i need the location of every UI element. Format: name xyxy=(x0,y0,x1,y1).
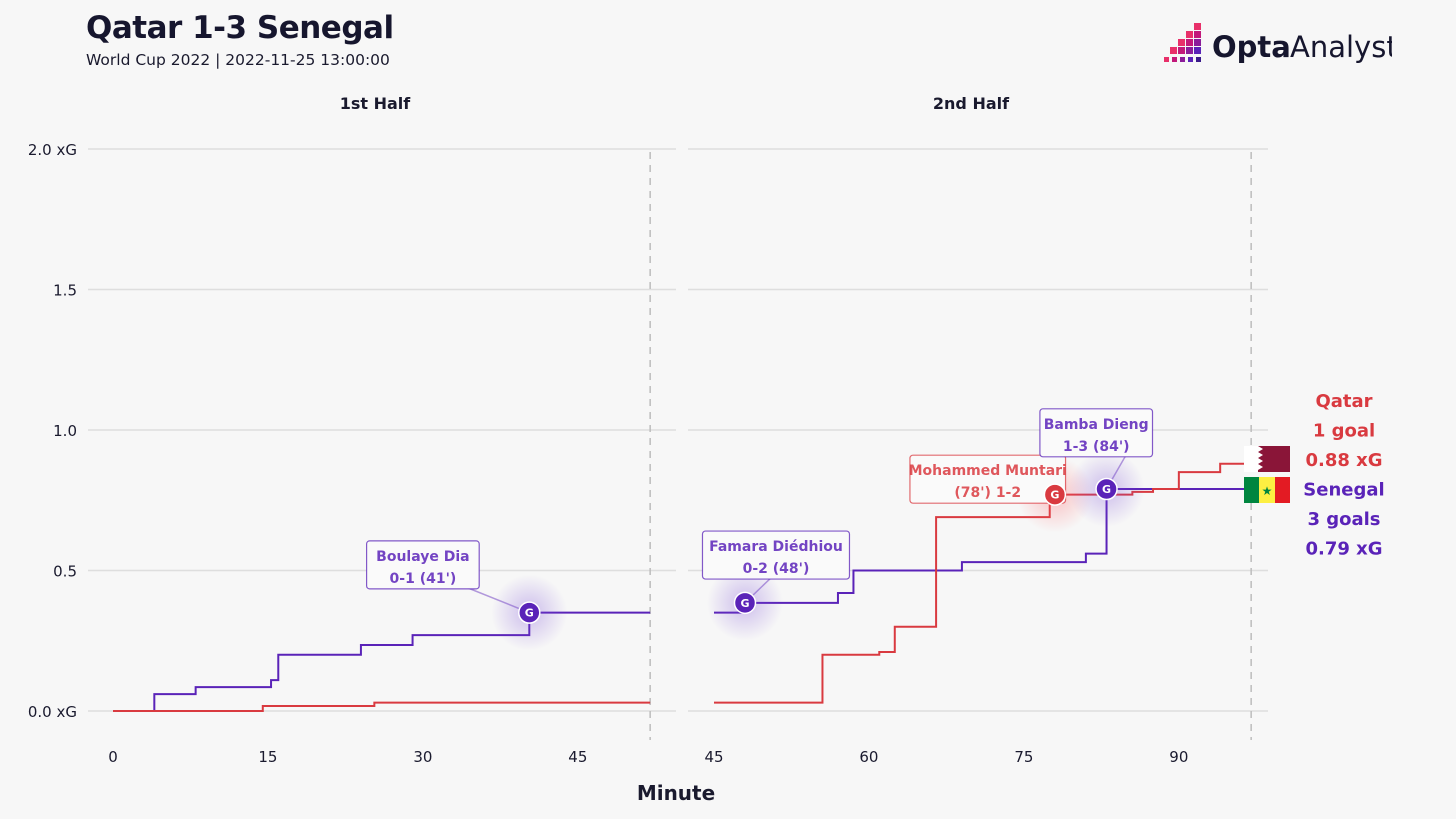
summary-qatar-line: 1 goal xyxy=(1313,421,1375,442)
senegal-flag-icon: ★ xyxy=(1244,477,1290,503)
y-tick-label: 2.0 xG xyxy=(28,141,77,159)
goal-marker-label: G xyxy=(1050,489,1059,502)
goal-marker xyxy=(733,591,757,615)
goal-marker-label: G xyxy=(525,607,534,620)
x-tick-label: 30 xyxy=(413,748,432,766)
chart-title: Qatar 1-3 Senegal xyxy=(86,10,394,46)
panel-title: 1st Half xyxy=(340,94,412,113)
goal-scorer-label: Bamba Dieng xyxy=(1044,417,1149,433)
goal-marker xyxy=(518,601,541,624)
goal-score-label: 0-1 (41') xyxy=(390,571,457,587)
logo-text-analyst: Analyst xyxy=(1290,30,1392,64)
goal-marker-label: G xyxy=(1102,483,1111,496)
goal-marker xyxy=(1043,483,1067,506)
y-tick-label: 0.0 xG xyxy=(28,703,77,721)
goal-label-box xyxy=(909,454,1067,504)
y-tick-label: 0.5 xyxy=(53,563,77,581)
goal-score-label: 1-3 (84') xyxy=(1063,439,1130,455)
goal-scorer-label: Famara Diédhiou xyxy=(709,539,843,555)
goal-scorer-label: Mohammed Muntari xyxy=(909,463,1067,479)
x-axis-label: Minute xyxy=(637,781,715,805)
senegal-flag-yellow xyxy=(1259,477,1275,503)
x-tick-label: 15 xyxy=(258,748,277,766)
senegal-flag-star: ★ xyxy=(1262,484,1273,498)
qatar-flag-icon xyxy=(1244,446,1290,472)
goal-marker-label: G xyxy=(740,597,749,610)
summary-qatar-line: Qatar xyxy=(1315,391,1372,412)
x-tick-label: 45 xyxy=(568,748,587,766)
panel-title: 2nd Half xyxy=(933,94,1010,113)
x-tick-label: 0 xyxy=(108,748,118,766)
series-line-senegal xyxy=(113,611,651,712)
opta-analyst-logo: Opta Analyst xyxy=(1164,23,1392,64)
qatar-flag-serration xyxy=(1258,446,1263,472)
x-tick-label: 75 xyxy=(1014,748,1033,766)
opta-mark-icon xyxy=(1164,23,1201,62)
goal-marker xyxy=(1095,477,1118,501)
chart-subtitle: World Cup 2022 | 2022-11-25 13:00:00 xyxy=(86,51,390,69)
y-tick-label: 1.5 xyxy=(53,282,77,300)
x-tick-label: 90 xyxy=(1169,748,1188,766)
qatar-flag-white xyxy=(1244,446,1258,472)
summary-senegal-line: 3 goals xyxy=(1307,509,1380,530)
summary-qatar-line: 0.88 xG xyxy=(1305,450,1382,471)
goal-score-label: 0-2 (48') xyxy=(743,561,810,577)
x-tick-label: 45 xyxy=(704,748,723,766)
senegal-flag-green xyxy=(1244,477,1259,503)
goal-label-box xyxy=(701,530,851,580)
logo-text-opta: Opta xyxy=(1212,30,1291,64)
summary-senegal-line: 0.79 xG xyxy=(1305,539,1382,560)
goal-label-box xyxy=(366,540,480,590)
senegal-flag-red xyxy=(1275,477,1290,503)
summary-senegal-line: Senegal xyxy=(1303,480,1384,501)
series-line-qatar xyxy=(113,701,651,712)
goal-score-label: (78') 1-2 xyxy=(954,485,1021,501)
goal-label-box xyxy=(1039,408,1154,458)
y-tick-label: 1.0 xyxy=(53,422,77,440)
x-tick-label: 60 xyxy=(859,748,878,766)
goal-scorer-label: Boulaye Dia xyxy=(376,549,469,565)
